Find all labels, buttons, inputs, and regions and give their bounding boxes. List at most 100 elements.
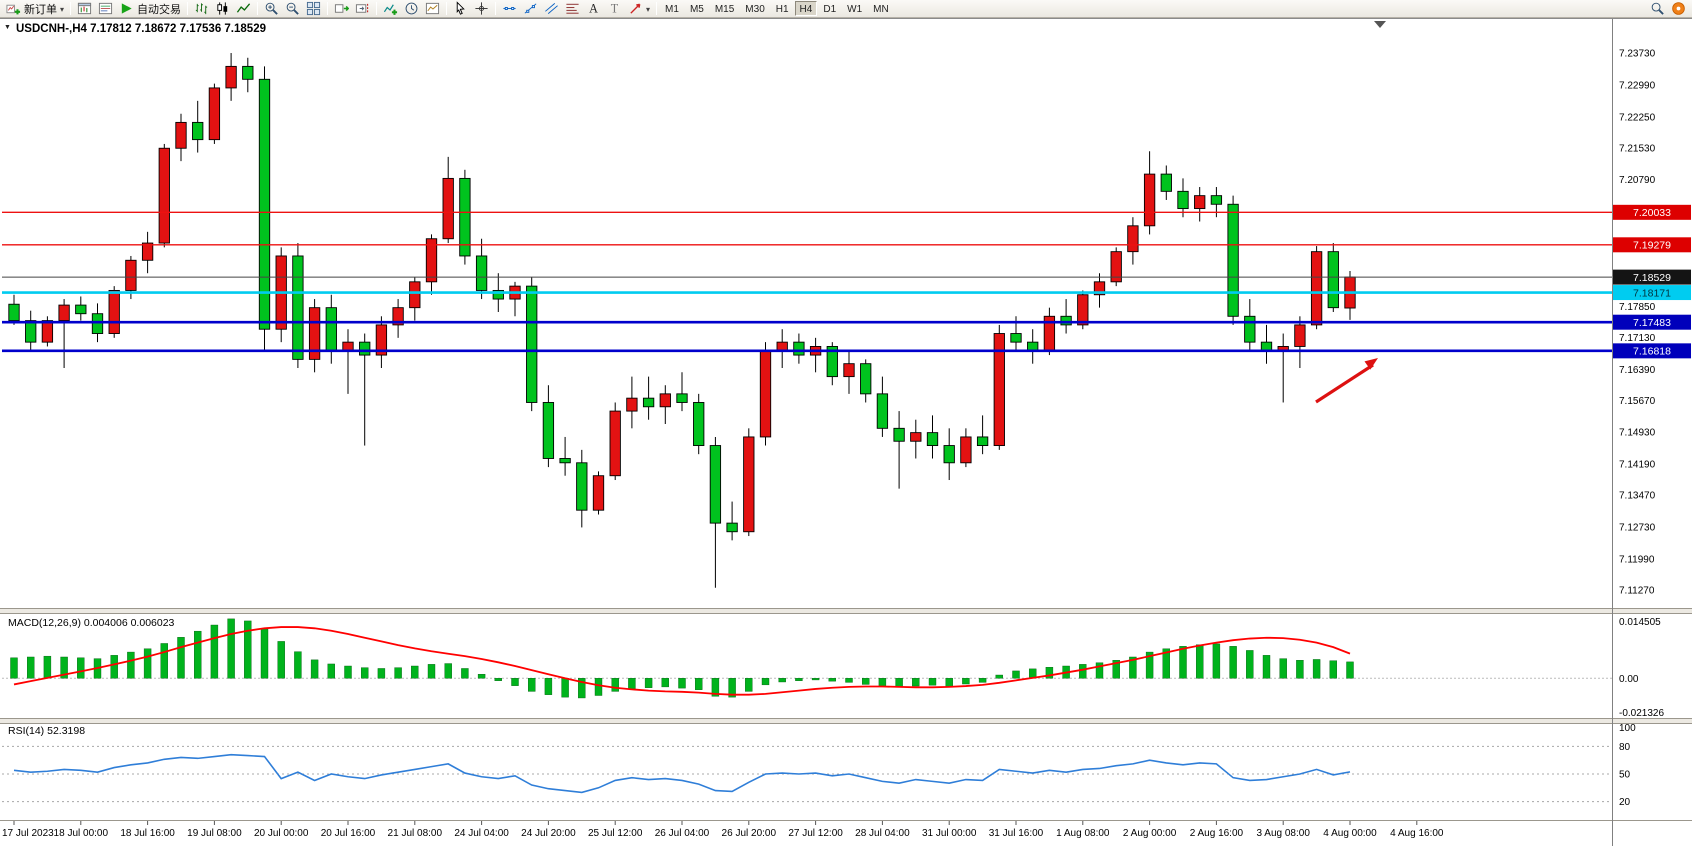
chart-shift-button[interactable] (352, 1, 373, 17)
timeframe-button-h1[interactable]: H1 (775, 4, 789, 15)
svg-text:0.014505: 0.014505 (1619, 617, 1661, 628)
notification-button[interactable] (1668, 1, 1689, 17)
indicators-icon (383, 4, 398, 15)
svg-text:7.18529: 7.18529 (1633, 272, 1671, 284)
svg-text:7.23730: 7.23730 (1619, 49, 1656, 60)
chart-shift-icon (355, 3, 369, 14)
crosshair-icon (475, 2, 488, 15)
price-badge (1613, 285, 1691, 301)
new-order-button[interactable]: 新订单 (3, 1, 67, 17)
timeframe-button-m5[interactable]: M5 (689, 4, 704, 15)
text-button[interactable]: A (583, 1, 604, 17)
svg-text:31 Jul 00:00: 31 Jul 00:00 (922, 828, 977, 839)
chart-shift-marker[interactable] (1374, 21, 1386, 28)
zoom-out-button[interactable] (282, 1, 303, 17)
toolbar-separator (187, 2, 189, 15)
main-toolbar: 新订单 自动交易 A T (0, 0, 1692, 18)
arrows-button[interactable] (625, 1, 653, 17)
indicators-button[interactable] (380, 1, 401, 17)
svg-text:24 Jul 04:00: 24 Jul 04:00 (454, 828, 509, 839)
svg-text:18 Jul 16:00: 18 Jul 16:00 (120, 828, 175, 839)
svg-text:7.18171: 7.18171 (1633, 287, 1671, 299)
svg-text:7.16390: 7.16390 (1619, 365, 1656, 376)
timeframe-button-m1[interactable]: M1 (665, 4, 679, 15)
horizontal-line-button[interactable] (499, 1, 520, 17)
panel-divider-rsi[interactable] (0, 718, 1612, 724)
time-axis[interactable] (0, 820, 1612, 846)
svg-text:26 Jul 04:00: 26 Jul 04:00 (655, 828, 710, 839)
fibonacci-button[interactable] (562, 1, 583, 17)
tile-windows-icon (306, 1, 321, 16)
zoom-in-icon (265, 2, 278, 15)
bar-chart-button[interactable] (191, 1, 212, 17)
timeframe-button-h4[interactable]: H4 (794, 1, 818, 16)
svg-text:7.17130: 7.17130 (1619, 333, 1656, 344)
toolbar-separator (376, 2, 378, 15)
macd-hist-value: 0.004006 (83, 617, 128, 629)
candlestick-chart-button[interactable] (212, 1, 233, 17)
svg-text:31 Jul 16:00: 31 Jul 16:00 (989, 828, 1044, 839)
svg-text:26 Jul 20:00: 26 Jul 20:00 (722, 828, 777, 839)
rsi-value: 52.3198 (47, 725, 86, 737)
svg-text:4 Aug 16:00: 4 Aug 16:00 (1390, 828, 1444, 839)
search-button[interactable] (1647, 1, 1668, 17)
chart-collapse-icon[interactable] (4, 24, 11, 31)
svg-text:7.14190: 7.14190 (1619, 460, 1656, 471)
trendline-button[interactable] (520, 1, 541, 17)
auto-scroll-button[interactable] (331, 1, 352, 17)
market-watch-icon (98, 2, 113, 15)
zoom-in-button[interactable] (261, 1, 282, 17)
svg-text:20: 20 (1619, 797, 1631, 808)
price-badge (1613, 314, 1691, 330)
toolbar-separator (257, 2, 259, 15)
line-chart-icon (236, 3, 251, 13)
svg-text:20 Jul 16:00: 20 Jul 16:00 (321, 828, 376, 839)
line-chart-button[interactable] (233, 1, 254, 17)
tile-windows-button[interactable] (303, 1, 324, 17)
svg-text:7.17850: 7.17850 (1619, 302, 1656, 313)
cursor-icon (456, 1, 465, 15)
toolbar-separator (656, 2, 658, 15)
arrow-icon (630, 3, 641, 14)
text-icon: A (589, 2, 598, 16)
svg-text:7.13470: 7.13470 (1619, 491, 1656, 502)
svg-text:7.11270: 7.11270 (1619, 585, 1655, 596)
market-watch-button[interactable] (95, 1, 116, 17)
svg-text:100: 100 (1619, 723, 1636, 734)
timeframe-button-m15[interactable]: M15 (714, 4, 735, 15)
price-badge (1613, 204, 1691, 220)
svg-text:7.20033: 7.20033 (1633, 207, 1671, 219)
svg-text:50: 50 (1619, 770, 1631, 781)
templates-icon (425, 2, 440, 15)
channel-button[interactable] (541, 1, 562, 17)
toolbar-separator (70, 2, 72, 15)
svg-text:A: A (589, 2, 598, 16)
svg-text:7.16818: 7.16818 (1633, 346, 1671, 358)
svg-text:-0.021326: -0.021326 (1619, 708, 1664, 719)
price-axis[interactable] (1613, 18, 1692, 820)
cursor-button[interactable] (450, 1, 471, 17)
svg-text:2 Aug 00:00: 2 Aug 00:00 (1123, 828, 1177, 839)
notification-badge (1672, 2, 1685, 15)
timeframe-button-w1[interactable]: W1 (847, 4, 863, 15)
timeframe-button-mn[interactable]: MN (873, 4, 889, 15)
timeframe-button-d1[interactable]: D1 (823, 4, 837, 15)
crosshair-button[interactable] (471, 1, 492, 17)
svg-text:21 Jul 08:00: 21 Jul 08:00 (388, 828, 443, 839)
templates-button[interactable] (422, 1, 443, 17)
svg-text:7.20790: 7.20790 (1619, 175, 1656, 186)
svg-text:7.22250: 7.22250 (1619, 112, 1656, 123)
auto-trading-button[interactable]: 自动交易 (116, 1, 184, 17)
horizontal-price-lines[interactable] (2, 211, 1612, 353)
periods-button[interactable] (401, 1, 422, 17)
svg-text:28 Jul 04:00: 28 Jul 04:00 (855, 828, 910, 839)
macd-signal-line (13, 626, 1351, 696)
chart-window-button[interactable] (74, 1, 95, 17)
text-label-button[interactable]: T (604, 1, 625, 17)
timeframe-button-m30[interactable]: M30 (745, 4, 765, 15)
svg-text:3 Aug 08:00: 3 Aug 08:00 (1257, 828, 1311, 839)
svg-text:19 Jul 08:00: 19 Jul 08:00 (187, 828, 242, 839)
arrow-annotation[interactable] (1315, 358, 1378, 404)
panel-divider-macd[interactable] (0, 608, 1612, 614)
